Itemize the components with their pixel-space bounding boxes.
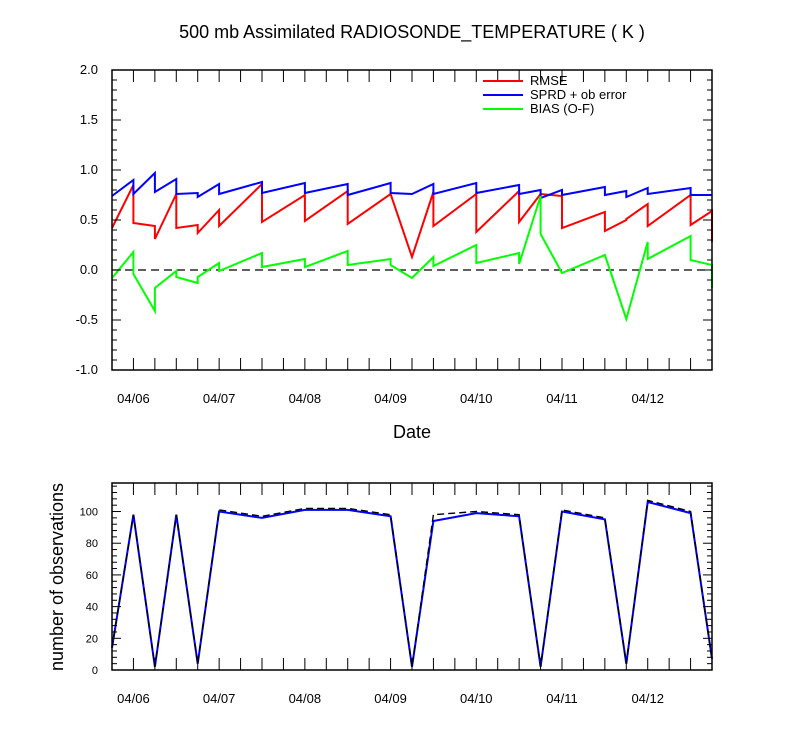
y-tick-label: 0 <box>92 665 98 677</box>
x-tick-label: 04/08 <box>289 391 322 406</box>
legend-label: RMSE <box>530 73 568 88</box>
y-tick-label: 0.5 <box>80 212 98 227</box>
y-tick-label: -0.5 <box>76 312 98 327</box>
y-tick-label: 20 <box>86 633 98 645</box>
x-tick-label: 04/11 <box>546 391 578 406</box>
x-tick-label: 04/06 <box>117 691 150 706</box>
y-tick-label: 1.0 <box>80 162 98 177</box>
y-tick-label: 40 <box>86 602 98 614</box>
x-tick-label: 04/06 <box>117 391 150 406</box>
x-tick-label: 04/07 <box>203 391 236 406</box>
x-tick-label: 04/09 <box>374 691 407 706</box>
y-tick-label: 100 <box>80 507 98 519</box>
y-tick-label: 2.0 <box>80 62 98 77</box>
series-line-bias-o-f <box>111 195 713 323</box>
x-axis-title: Date <box>393 422 431 442</box>
x-tick-label: 04/12 <box>631 691 664 706</box>
x-tick-label: 04/08 <box>289 691 322 706</box>
y-axis-title-observations: number of observations <box>47 483 67 671</box>
legend-label: BIAS (O-F) <box>530 101 594 116</box>
bottom-plot: 100 80 60 40 20 0 04/06 04/07 04/08 04/09 04/10 04/… <box>80 482 713 706</box>
series-line-solid-0 <box>111 500 713 667</box>
x-tick-label: 04/07 <box>203 691 236 706</box>
y-tick-label: 0.0 <box>80 262 98 277</box>
legend-label: SPRD + ob error <box>530 87 627 102</box>
chart-title: 500 mb Assimilated RADIOSONDE_TEMPERATUR… <box>179 22 645 43</box>
top-plot: 2.0 1.5 1.0 0.5 0.0 -0.5 -1.0 04/06 04/07 04/08 04… <box>76 62 713 406</box>
series-line-rmse <box>111 181 713 261</box>
x-tick-label: 04/12 <box>631 391 664 406</box>
x-tick-label: 04/09 <box>374 391 407 406</box>
x-tick-label: 04/11 <box>546 691 578 706</box>
series-line-dashed-1 <box>111 499 713 667</box>
x-tick-label: 04/10 <box>460 391 493 406</box>
y-tick-label: 1.5 <box>80 112 98 127</box>
y-tick-label: -1.0 <box>76 362 98 377</box>
series-line-sprd-ob-error <box>111 170 712 200</box>
y-tick-label: 80 <box>86 538 98 550</box>
plot-frame <box>111 69 713 371</box>
plot-frame <box>111 482 713 671</box>
y-tick-label: 60 <box>86 570 98 582</box>
x-tick-label: 04/10 <box>460 691 493 706</box>
